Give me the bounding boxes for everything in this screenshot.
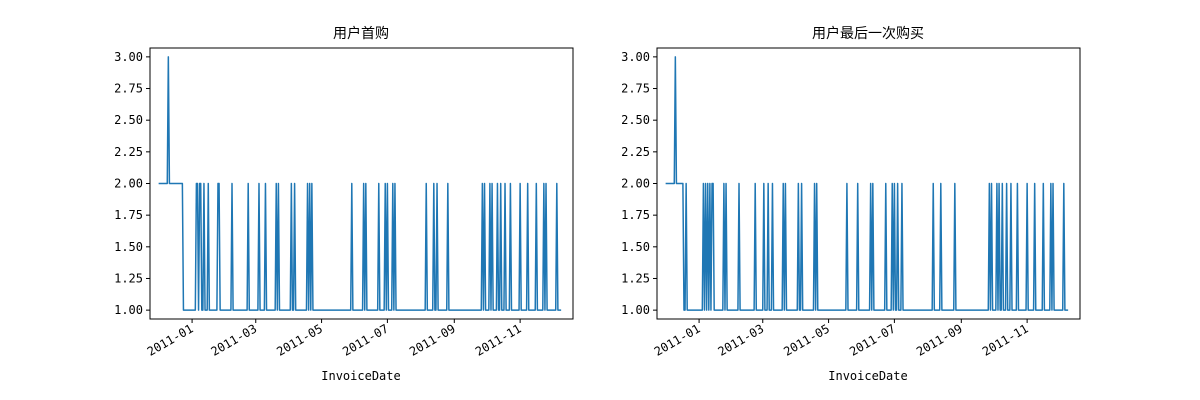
y-tick-label: 2.50 [114,113,143,127]
y-tick-label: 2.25 [621,145,650,159]
y-tick-label: 2.00 [114,177,143,191]
y-tick-label: 2.75 [114,82,143,96]
y-tick-label: 2.75 [621,82,650,96]
y-tick-label: 2.50 [621,113,650,127]
series-line [158,56,562,311]
y-tick-label: 1.50 [621,240,650,254]
x-axis-label: InvoiceDate [828,369,907,383]
y-tick-label: 1.25 [114,271,143,285]
y-axis: 1.00 1.25 1.50 1.75 2.00 2.25 2.50 2.75 3.00 [621,50,657,317]
series-path [665,56,1069,311]
y-tick-label: 1.00 [114,303,143,317]
y-tick-label: 1.75 [114,208,143,222]
y-axis: 1.00 1.25 1.50 1.75 2.00 2.25 2.50 2.75 3.00 [114,50,150,317]
y-tick-label: 2.25 [114,145,143,159]
y-tick-label: 2.00 [621,177,650,191]
y-tick-label: 1.25 [621,271,650,285]
series-path [158,56,562,311]
x-axis-label: InvoiceDate [321,369,400,383]
y-tick-label: 3.00 [114,50,143,64]
series-line [665,56,1069,311]
chart-title: 用户首购 [333,25,389,42]
chart-title: 用户最后一次购买 [812,25,924,42]
y-tick-label: 1.75 [621,208,650,222]
y-tick-label: 1.50 [114,240,143,254]
y-tick-label: 1.00 [621,303,650,317]
y-tick-label: 3.00 [621,50,650,64]
